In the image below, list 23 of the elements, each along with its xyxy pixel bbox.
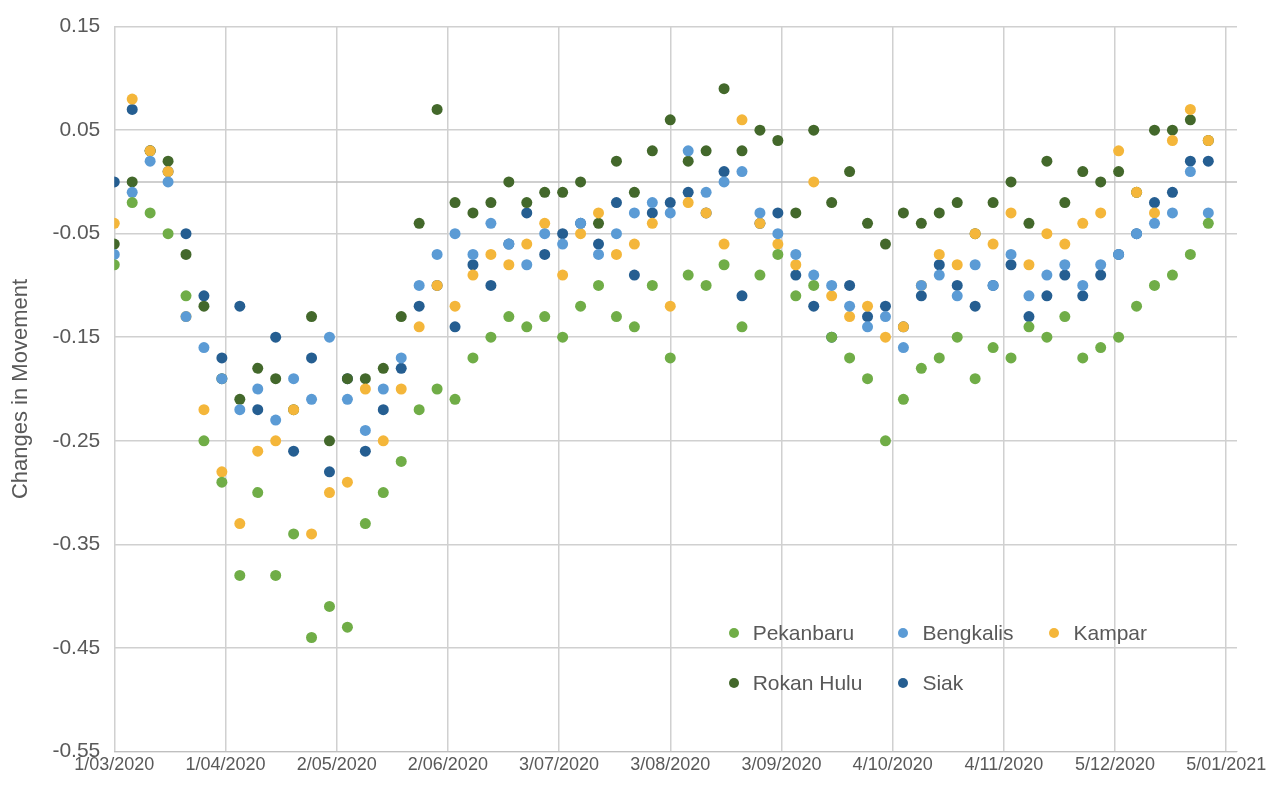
x-tick-label: 4/11/2020 — [964, 754, 1044, 775]
legend-label: Rokan Hulu — [752, 671, 863, 696]
x-tick-label: 5/01/2021 — [1186, 754, 1267, 775]
x-tick-label: 3/07/2020 — [519, 754, 600, 775]
y-tick-label: -0.35 — [52, 531, 101, 555]
y-tick-label: -0.25 — [52, 427, 101, 451]
legend-label: Siak — [922, 671, 964, 696]
x-tick-label: 4/10/2020 — [852, 754, 933, 775]
x-tick-label: 3/08/2020 — [630, 754, 711, 775]
legend-label: Bengkalis — [922, 621, 1014, 646]
y-tick-label: -0.45 — [52, 634, 101, 658]
y-tick-label: -0.05 — [52, 220, 101, 244]
x-tick-label: 1/04/2020 — [185, 754, 266, 775]
y-tick-label: 0.15 — [59, 13, 101, 37]
legend-label: Pekanbaru — [752, 621, 855, 646]
y-axis-title: Changes in Movement — [7, 278, 33, 500]
x-tick-label: 3/09/2020 — [741, 754, 822, 775]
x-tick-label: 2/05/2020 — [296, 754, 377, 775]
x-tick-label: 5/12/2020 — [1075, 754, 1156, 775]
y-tick-label: -0.15 — [52, 324, 101, 348]
x-tick-label: 2/06/2020 — [407, 754, 488, 775]
y-tick-label: 0.05 — [59, 116, 101, 140]
legend-label: Kampar — [1073, 621, 1147, 646]
